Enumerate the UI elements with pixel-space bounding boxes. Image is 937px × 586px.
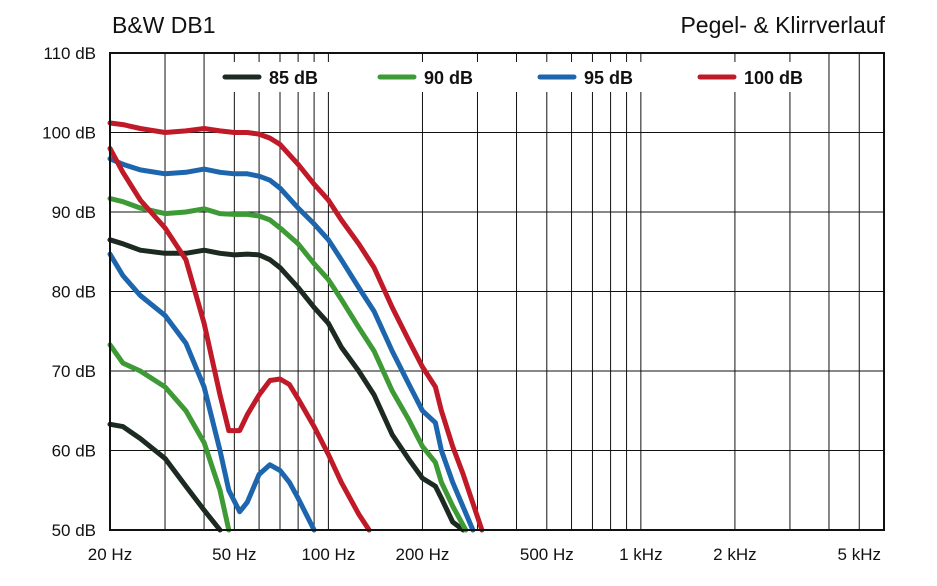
data-series [107,120,485,533]
x-tick-label: 5 kHz [838,545,881,564]
x-tick-label: 50 Hz [212,545,256,564]
x-tick-label: 2 kHz [713,545,756,564]
legend: 85 dB 90 dB 95 dB 100 dB [215,62,815,92]
series-line-level [107,156,476,533]
legend-label: 100 dB [744,68,803,88]
legend-label: 85 dB [269,68,318,88]
x-tick-label: 100 Hz [301,545,355,564]
series-line-distortion [107,342,232,533]
series-line-level [107,120,485,533]
x-tick-label: 500 Hz [520,545,574,564]
x-tick-label: 20 Hz [88,545,132,564]
legend-label: 95 dB [584,68,633,88]
y-tick-label: 90 dB [52,203,96,222]
y-tick-label: 100 dB [42,124,96,143]
series-line-distortion [107,421,223,533]
y-tick-label: 80 dB [52,283,96,302]
chart-subtitle: Pegel- & Klirrverlauf [680,12,885,38]
y-tick-label: 70 dB [52,362,96,381]
axis-ticks: 50 dB 60 dB 70 dB 80 dB 90 dB 100 dB 110 dB 20 … [42,44,881,564]
series-line-level [107,196,469,533]
y-tick-label: 60 dB [52,442,96,461]
y-tick-label: 50 dB [52,521,96,540]
legend-label: 90 dB [424,68,473,88]
series-line-level [107,237,466,533]
plot-frame [109,52,885,531]
x-tick-label: 1 kHz [619,545,662,564]
y-tick-label: 110 dB [43,44,96,63]
x-tick-label: 200 Hz [396,545,450,564]
chart-title: B&W DB1 [112,12,216,38]
grid-lines [109,52,885,531]
series-line-distortion [107,145,372,533]
series-line-distortion [107,251,317,533]
